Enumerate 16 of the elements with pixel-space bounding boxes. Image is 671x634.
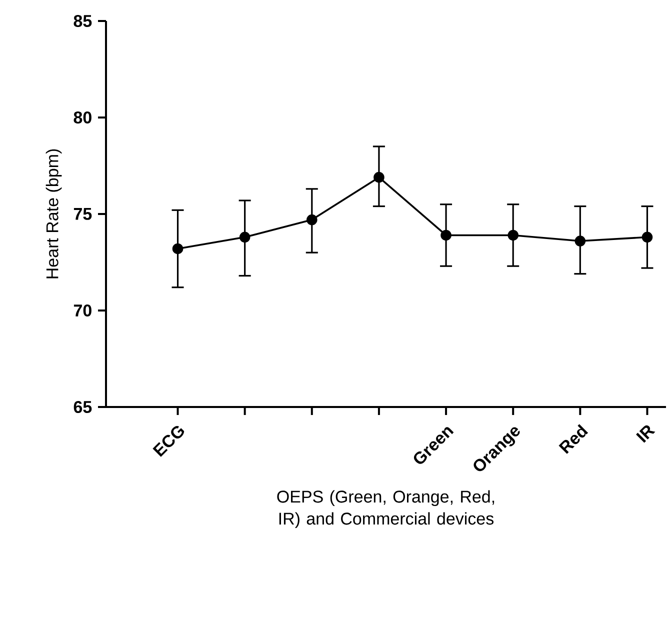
y-tick-label: 75 [74,208,92,220]
y-tick-label: 70 [74,304,92,317]
point [642,232,653,243]
y-axis-title: Heart Rate (bpm) [46,149,62,278]
y-tick-label: 85 [74,14,92,28]
point [440,230,452,241]
point [508,230,518,241]
point [172,243,184,254]
point [574,236,586,246]
y-tick-label: 65 [74,400,92,414]
x-axis-title: OEPS (Green, Orange, Red, IR) and Commercial devices [277,490,494,528]
point [239,232,250,243]
x-tick-label: IR [636,425,656,443]
y-tick-label: 80 [74,111,92,124]
point [374,172,384,183]
point [306,214,318,226]
